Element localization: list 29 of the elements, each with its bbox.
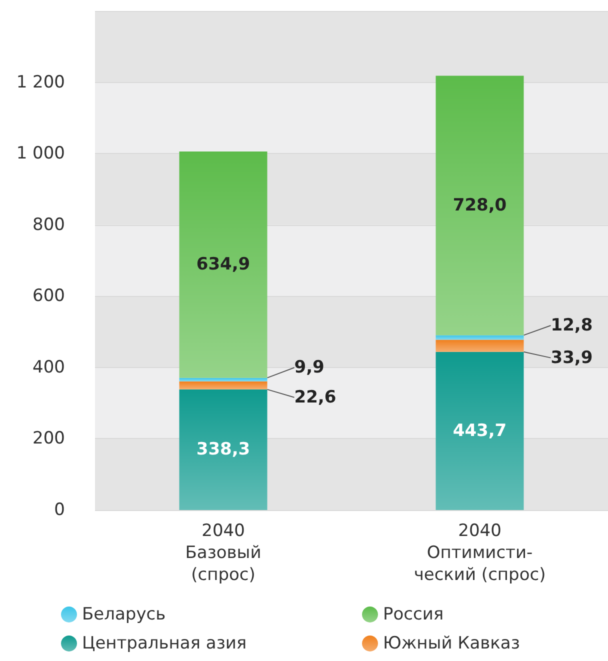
- data-label: 338,3: [196, 440, 250, 460]
- bar: [179, 381, 268, 390]
- bar: [179, 152, 268, 378]
- x-tick-label: 2040 Базовый (спрос): [185, 521, 262, 585]
- data-label: 443,7: [452, 420, 507, 441]
- data-label: 33,9: [550, 348, 593, 368]
- y-tick-label: 400: [32, 357, 65, 378]
- bar: [179, 378, 268, 382]
- data-label: 728,0: [452, 195, 507, 216]
- bar: [436, 76, 524, 336]
- data-label: 22,6: [294, 387, 336, 408]
- y-tick-label: 0: [54, 500, 65, 520]
- bar: [436, 335, 524, 340]
- data-label: 9,9: [294, 358, 324, 378]
- bar: [436, 352, 524, 510]
- y-tick-label: 1 200: [16, 72, 65, 92]
- x-tick-label: 2040 Оптимисти- ческий (спрос): [414, 521, 546, 585]
- legend-label: Южный Кавказ: [383, 634, 520, 654]
- bar: [436, 340, 524, 352]
- y-tick-label: 200: [32, 428, 65, 449]
- legend-label: Беларусь: [82, 604, 166, 624]
- data-label: 634,9: [196, 254, 250, 275]
- data-label: 12,8: [550, 315, 593, 336]
- bar: [179, 389, 268, 510]
- legend-label: Россия: [383, 604, 444, 624]
- legend-label: Центральная азия: [82, 634, 247, 654]
- y-tick-label: 800: [32, 214, 65, 235]
- y-tick-label: 1 000: [16, 144, 65, 164]
- y-tick-label: 600: [32, 286, 65, 306]
